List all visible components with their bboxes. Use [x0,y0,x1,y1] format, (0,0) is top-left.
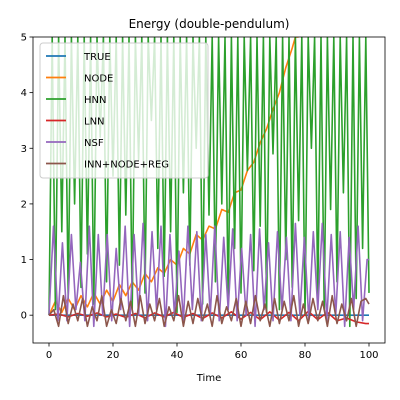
legend-label: TRUE [83,52,111,63]
x-tick-label: 60 [235,350,248,361]
legend-label: LNN [84,117,105,128]
legend-box [39,42,209,179]
series-layer [48,37,370,328]
x-tick-label: 20 [107,350,120,361]
y-tick-label: 4 [21,88,27,99]
x-tick-label: 80 [299,350,312,361]
y-tick-label: 5 [21,33,27,44]
series-line-inn-node-reg [48,294,370,328]
x-tick-label: 40 [171,350,184,361]
y-tick-label: 1 [21,255,27,266]
y-tick-label: 2 [21,199,27,210]
legend-label: NSF [84,138,104,149]
x-tick-label: 0 [46,350,52,361]
chart-title: Energy (double-pendulum) [129,17,290,31]
legend: TRUE NODE HNN LNN NSF INN+NODE+REG [39,42,209,179]
legend-label: INN+NODE+REG [84,160,169,171]
ticks-layer: 0 20 40 60 80 100 0 1 2 3 4 5 [21,33,379,362]
x-tick-label: 100 [359,350,378,361]
x-axis-title: Time [196,373,221,384]
legend-label: HNN [84,95,106,106]
plot-frame [32,36,386,344]
y-tick-label: 0 [21,311,27,322]
legend-label: NODE [84,74,113,85]
y-tick-label: 3 [21,144,27,155]
